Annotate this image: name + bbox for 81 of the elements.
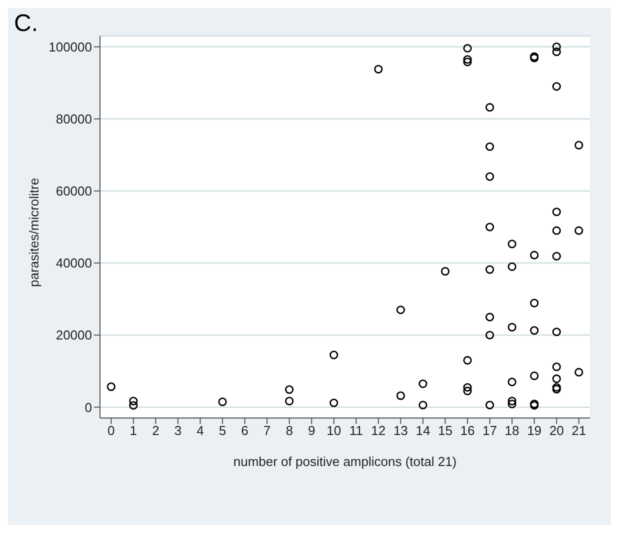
x-tick-label: 6 [241,423,248,438]
x-tick-label: 19 [527,423,542,438]
x-tick-label: 7 [263,423,271,438]
point [418,379,428,388]
x-tick-label: 1 [130,423,138,438]
x-axis-title: number of positive amplicons (total 21) [233,454,457,469]
point [574,226,584,235]
x-tick-label: 10 [326,423,342,438]
point [218,397,227,406]
point [463,386,472,396]
point [485,330,494,340]
point [440,267,450,276]
point [530,372,539,380]
point [418,400,428,410]
x-tick-label: 14 [416,423,430,438]
x-tick-label: 21 [572,423,586,438]
point [463,44,472,53]
x-tick-label: 11 [349,423,363,438]
point [574,368,584,377]
point [463,383,472,392]
point [552,374,561,384]
point [485,172,494,181]
point [463,356,472,365]
point [574,140,584,150]
point [552,226,561,235]
point [330,350,338,360]
point [285,396,294,406]
x-tick-label: 8 [286,423,293,438]
x-tick-label: 9 [308,423,316,438]
point [552,42,561,52]
point [129,396,138,406]
point [508,322,516,332]
y-tick-label: 40000 [56,256,92,271]
point [330,398,338,408]
x-tick-label: 2 [152,423,160,438]
x-tick-label: 16 [460,423,475,438]
point [374,64,383,74]
y-tick-label: 20000 [56,328,92,343]
point [285,385,294,394]
x-tick-label: 20 [549,423,564,438]
x-tick-label: 3 [174,423,182,438]
point [530,298,539,308]
point [508,240,516,248]
x-tick-label: 12 [371,423,386,438]
point [552,362,561,372]
point [530,250,539,260]
x-tick-label: 13 [393,423,408,438]
point [485,142,494,151]
point [485,265,494,274]
point [508,400,516,408]
x-tick-label: 0 [108,423,115,438]
y-tick-label: 80000 [56,112,92,126]
point [552,252,561,260]
point [552,208,561,216]
point [552,328,561,336]
point [463,58,472,66]
point [396,306,405,314]
y-tick-label: 60000 [56,184,92,199]
point [508,396,516,406]
x-tick-label: 5 [218,423,226,438]
y-axis-title: parasites/microlitre [26,178,42,287]
point [508,262,516,271]
y-tick-label: 100000 [48,39,92,54]
point [485,222,494,232]
point [530,326,539,335]
y-tick-label: 0 [84,400,92,415]
x-tick-label: 15 [438,423,452,438]
point [485,103,494,112]
point [552,48,561,56]
point [106,382,116,391]
x-tick-label: 18 [504,423,520,438]
x-tick-label: 17 [482,423,498,438]
point [552,82,561,91]
point [508,378,516,386]
point [485,312,494,322]
point [485,400,494,410]
chart-title: C. [14,10,38,38]
point [129,401,138,410]
point [463,55,472,64]
x-tick-label: 4 [196,423,204,438]
point [396,391,405,400]
